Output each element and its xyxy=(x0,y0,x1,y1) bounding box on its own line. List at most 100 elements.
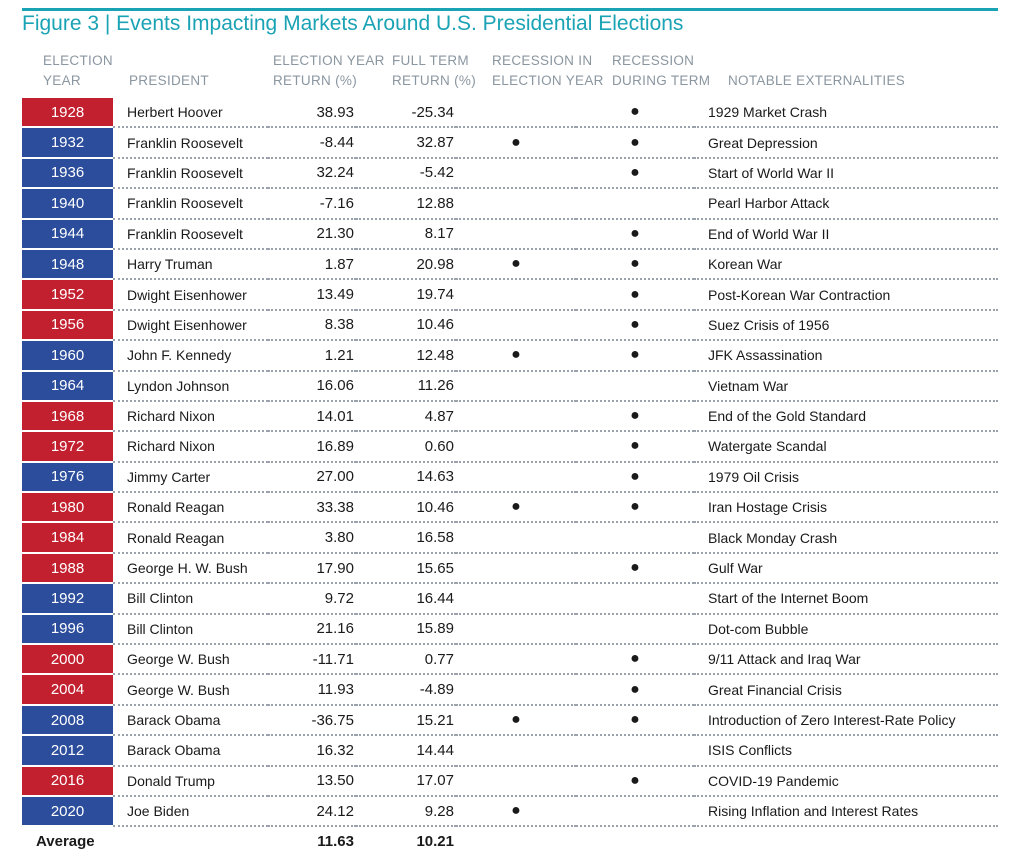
president-cell: Ronald Reagan xyxy=(113,522,268,554)
recession-election-cell: ● xyxy=(456,127,576,159)
election-return-cell: 8.38 xyxy=(268,309,356,342)
election-return-cell: 1.87 xyxy=(268,248,356,281)
table-row: 1996 Bill Clinton 21.16 15.89 Dot-com Bubble xyxy=(22,613,998,646)
recession-term-cell xyxy=(576,583,694,615)
election-return-cell: 38.93 xyxy=(268,98,356,129)
election-return-cell: 16.89 xyxy=(268,431,356,463)
externality-cell: 1979 Oil Crisis xyxy=(694,461,998,494)
president-cell: Harry Truman xyxy=(113,248,268,281)
recession-term-cell: ● xyxy=(576,431,694,463)
recession-dot-icon: ● xyxy=(630,559,640,577)
recession-election-cell xyxy=(456,522,576,554)
recession-election-cell: ● xyxy=(456,704,576,737)
year-cell: 1940 xyxy=(22,188,113,220)
table-row: 1988 George H. W. Bush 17.90 15.65 ● Gulf War xyxy=(22,552,998,585)
election-return-cell: 14.01 xyxy=(268,400,356,433)
average-election-return: 11.63 xyxy=(317,833,354,851)
election-return-cell: 16.06 xyxy=(268,370,356,402)
term-return-cell: 32.87 xyxy=(356,127,456,159)
table-row: 1936 Franklin Roosevelt 32.24 -5.42 ● Start o… xyxy=(22,157,998,190)
president-cell: Lyndon Johnson xyxy=(113,370,268,402)
year-cell: 2012 xyxy=(22,735,113,767)
recession-dot-icon: ● xyxy=(630,467,640,485)
externality-cell: Dot-com Bubble xyxy=(694,613,998,646)
header-recession-election: RECESSION IN ELECTION YEAR xyxy=(492,51,604,91)
table-row: 2016 Donald Trump 13.50 17.07 ● COVID-19 Pand… xyxy=(22,765,998,797)
president-cell: Dwight Eisenhower xyxy=(113,309,268,342)
term-return-cell: 0.77 xyxy=(356,644,456,676)
externality-cell: End of the Gold Standard xyxy=(694,400,998,433)
president-cell: Richard Nixon xyxy=(113,431,268,463)
recession-dot-icon: ● xyxy=(630,771,640,789)
president-cell: George H. W. Bush xyxy=(113,552,268,585)
recession-election-cell xyxy=(456,157,576,190)
recession-election-cell xyxy=(456,583,576,615)
recession-dot-icon: ● xyxy=(630,163,640,181)
election-return-cell: 32.24 xyxy=(268,157,356,190)
header-line: PRESIDENT xyxy=(129,73,209,88)
recession-term-cell: ● xyxy=(576,552,694,585)
year-cell: 1960 xyxy=(22,340,113,372)
recession-dot-icon: ● xyxy=(511,802,521,820)
header-term-return: FULL TERM RETURN (%) xyxy=(392,51,476,91)
election-return-cell: 13.49 xyxy=(268,279,356,311)
figure-title: Figure 3 | Events Impacting Markets Arou… xyxy=(22,12,684,35)
year-cell: 1932 xyxy=(22,127,113,159)
term-return-cell: 17.07 xyxy=(356,765,456,797)
recession-term-cell: ● xyxy=(576,340,694,372)
header-line: RETURN (%) xyxy=(392,73,476,88)
recession-election-cell xyxy=(456,431,576,463)
empty-cell xyxy=(456,826,576,855)
header-line: NOTABLE EXTERNALITIES xyxy=(728,73,906,88)
recession-term-cell: ● xyxy=(576,461,694,494)
year-cell: 1988 xyxy=(22,552,113,585)
header-line: RECESSION xyxy=(612,53,695,68)
election-return-cell: 24.12 xyxy=(268,795,356,828)
recession-election-cell xyxy=(456,674,576,706)
term-return-cell: 14.44 xyxy=(356,735,456,767)
header-president: PRESIDENT xyxy=(129,51,209,91)
election-return-cell: 17.90 xyxy=(268,552,356,585)
term-return-cell: 0.60 xyxy=(356,431,456,463)
average-label: Average xyxy=(36,833,95,851)
election-return-cell: -36.75 xyxy=(268,704,356,737)
president-cell: Bill Clinton xyxy=(113,613,268,646)
externality-cell: ISIS Conflicts xyxy=(694,735,998,767)
term-return-cell: 15.89 xyxy=(356,613,456,646)
table-row: 1960 John F. Kennedy 1.21 12.48 ● ● JFK Assass… xyxy=(22,340,998,372)
recession-term-cell: ● xyxy=(576,218,694,250)
president-cell: Donald Trump xyxy=(113,765,268,797)
year-cell: 1972 xyxy=(22,431,113,463)
table-row: 1964 Lyndon Johnson 16.06 11.26 Vietnam War xyxy=(22,370,998,402)
term-return-cell: 8.17 xyxy=(356,218,456,250)
term-return-cell: 12.88 xyxy=(356,188,456,220)
header-line: DURING TERM xyxy=(612,73,711,88)
recession-term-cell: ● xyxy=(576,309,694,342)
term-return-cell: 16.44 xyxy=(356,583,456,615)
election-return-cell: -11.71 xyxy=(268,644,356,676)
table-row: 1932 Franklin Roosevelt -8.44 32.87 ● ● Great … xyxy=(22,127,998,159)
president-cell: Barack Obama xyxy=(113,735,268,767)
term-return-cell: -5.42 xyxy=(356,157,456,190)
recession-dot-icon: ● xyxy=(630,650,640,668)
president-cell: Franklin Roosevelt xyxy=(113,218,268,250)
year-cell: 1948 xyxy=(22,248,113,281)
externality-cell: Great Financial Crisis xyxy=(694,674,998,706)
recession-dot-icon: ● xyxy=(511,711,521,728)
year-cell: 2016 xyxy=(22,765,113,797)
recession-term-cell: ● xyxy=(576,765,694,797)
empty-cell xyxy=(694,826,998,855)
year-cell: 1976 xyxy=(22,461,113,494)
header-election-year: ELECTION YEAR xyxy=(43,51,113,91)
externality-cell: Introduction of Zero Interest-Rate Polic… xyxy=(694,704,998,737)
recession-election-cell: ● xyxy=(456,795,576,828)
recession-term-cell xyxy=(576,795,694,828)
term-return-cell: -25.34 xyxy=(356,98,456,129)
election-return-cell: 9.72 xyxy=(268,583,356,615)
president-cell: Ronald Reagan xyxy=(113,492,268,524)
table-row: 1956 Dwight Eisenhower 8.38 10.46 ● Suez Cris… xyxy=(22,309,998,342)
recession-election-cell: ● xyxy=(456,340,576,372)
average-term-return: 10.21 xyxy=(416,833,454,851)
recession-term-cell: ● xyxy=(576,400,694,433)
header-line: RETURN (%) xyxy=(273,73,357,88)
